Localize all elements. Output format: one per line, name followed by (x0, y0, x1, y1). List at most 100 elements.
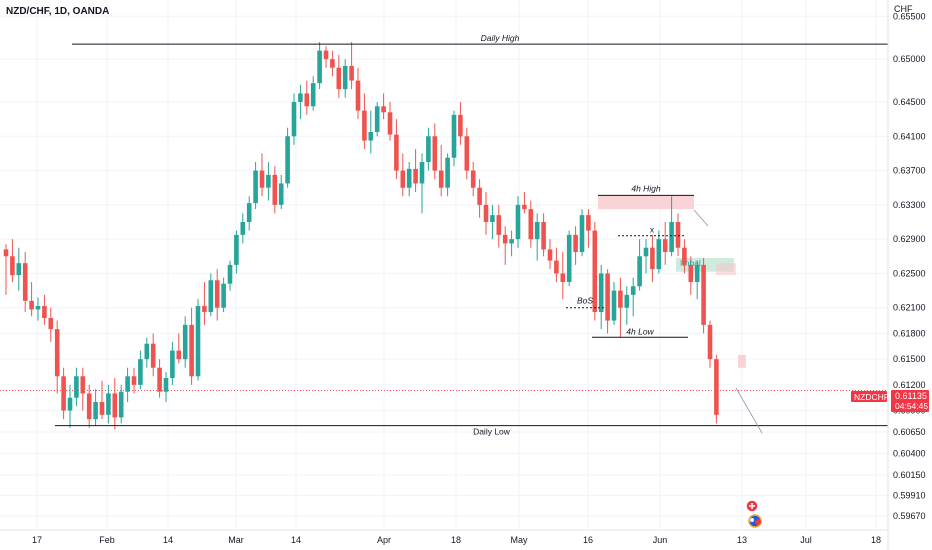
candle (611, 282, 617, 325)
event-icons[interactable] (745, 499, 762, 528)
candle (573, 226, 578, 265)
candle (253, 162, 258, 210)
candle-body (458, 114, 463, 137)
projection-path-upper[interactable] (693, 209, 709, 227)
y-tick-label: 0.60400 (893, 448, 926, 458)
candle (675, 213, 681, 257)
x-axis[interactable]: 17 Feb 14 Mar 14 Apr 18 May 16 Jun 13 Jul 18 (0, 529, 888, 545)
candle-body (630, 286, 636, 295)
candle-body (438, 170, 444, 188)
candle (227, 260, 233, 291)
candle-body (125, 376, 130, 392)
x-tick-label: 18 (871, 535, 881, 545)
candle (496, 204, 502, 248)
candle (688, 256, 694, 295)
candle-body (131, 376, 137, 385)
bos-label: BoS (577, 296, 593, 306)
candle-body (598, 273, 604, 312)
y-tick-label: 0.62100 (893, 303, 926, 313)
candle-body (93, 402, 98, 420)
candle (682, 239, 687, 274)
x-tick-label: Feb (99, 535, 115, 545)
projection-path[interactable] (735, 387, 763, 434)
candle (202, 282, 207, 325)
candle (650, 234, 655, 282)
candle-body (278, 183, 284, 205)
candle-body (432, 136, 438, 171)
candle (464, 127, 470, 180)
candle (208, 273, 214, 317)
candle-body (266, 174, 271, 188)
candle (509, 230, 514, 257)
y-tick-label: 0.63700 (893, 166, 926, 176)
candle-body (592, 230, 598, 312)
candle (490, 204, 495, 240)
candle-body (106, 393, 111, 415)
candle-body (16, 263, 22, 276)
candle (118, 384, 124, 424)
candle (451, 110, 457, 167)
candle (291, 93, 297, 145)
candle-body (157, 367, 162, 392)
candle (579, 209, 585, 257)
earth-event-icon[interactable] (748, 514, 762, 528)
candle (394, 119, 399, 180)
candle (22, 252, 28, 312)
currency-label: CHF (894, 4, 913, 14)
candle (259, 153, 265, 197)
candle (189, 307, 194, 385)
candle (605, 269, 610, 334)
candle-body (605, 273, 610, 321)
candle (48, 307, 54, 342)
candle (349, 42, 354, 90)
candle-body (259, 170, 265, 188)
candle-body (272, 174, 278, 205)
four-hour-high-label: 4h High (631, 183, 661, 193)
y-tick-label: 0.62500 (893, 268, 926, 278)
horizontal-levels: Daily High Daily Low (55, 33, 888, 437)
candle (54, 320, 60, 394)
y-tick-label: 0.62900 (893, 234, 926, 244)
candle-body (483, 204, 489, 222)
candle-body (554, 260, 559, 274)
candle-body (176, 350, 182, 360)
y-axis[interactable]: 0.65500 0.65000 0.64500 0.64100 0.63700 0.633… (887, 0, 926, 550)
candle (694, 260, 700, 300)
candle-body (22, 263, 28, 301)
y-tick-label: 0.60650 (893, 427, 926, 437)
candle-body (221, 283, 226, 308)
candle-body (490, 215, 495, 222)
candle (74, 367, 79, 407)
candle-body (118, 391, 124, 418)
candle-body (541, 222, 546, 250)
candle-body (195, 306, 201, 377)
candle-body (400, 170, 406, 188)
candle-body (317, 50, 322, 84)
candle (502, 226, 508, 265)
candle-body (74, 376, 79, 398)
x-label: x (650, 225, 655, 235)
candle (637, 239, 642, 291)
candle (138, 350, 143, 390)
candle (67, 384, 73, 428)
candle (560, 252, 566, 300)
plus-circle-icon[interactable] (745, 499, 759, 513)
y-tick-label: 0.65500 (893, 11, 926, 21)
y-tick-label: 0.64100 (893, 131, 926, 141)
candle (272, 166, 278, 214)
candle-body (528, 209, 534, 240)
level-label: Daily High (481, 33, 520, 43)
supply-zone-small (716, 263, 736, 276)
candle (182, 316, 188, 368)
candle (547, 239, 553, 270)
candle-body (189, 324, 194, 377)
candle-body (355, 80, 361, 111)
candle (554, 247, 559, 282)
candle-body (682, 247, 687, 265)
candle (221, 277, 226, 312)
candle-body (3, 249, 9, 257)
candle-body (336, 67, 342, 90)
last-price-tag: NZDCHF 0.61135 04:54:45 (851, 390, 929, 412)
x-tick-label: Jun (653, 535, 668, 545)
